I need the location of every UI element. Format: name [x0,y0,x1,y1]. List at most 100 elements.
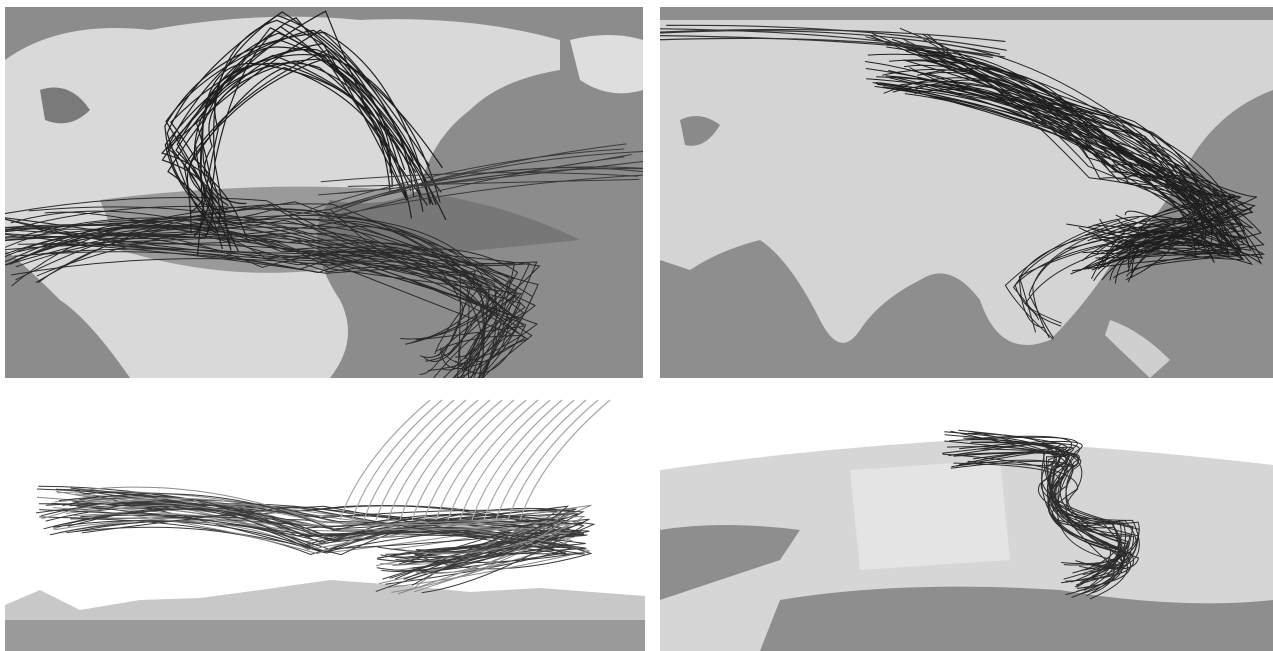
trajectory [447,399,539,521]
trajectory [876,76,1228,265]
trajectory [166,14,408,216]
trajectory [933,47,1211,247]
trajectory [164,31,431,213]
panel-map-asia [660,7,1273,378]
trajectory [660,35,1005,58]
trajectory [195,10,409,238]
trajectory [363,399,455,521]
trajectory [929,60,1239,258]
inland-sea [40,87,90,124]
trajectories [660,24,1266,340]
trajectory [5,233,483,355]
landmass [570,35,643,94]
trajectory [347,178,640,187]
trajectory [328,156,625,220]
trajectory [339,399,431,521]
trajectory [459,399,551,521]
trajectory [309,148,624,210]
trajectory [5,235,533,378]
trajectory [5,218,539,372]
trajectory [933,80,1204,273]
trajectory [76,501,570,553]
trajectory [970,441,1135,570]
trajectory [972,450,1111,588]
trajectory [660,30,1001,55]
trajectory [915,79,1243,280]
trajectory [164,54,424,220]
landmass [660,20,1273,345]
trajectory [897,88,1223,254]
trajectory [507,399,599,521]
water [660,525,800,600]
trajectory [387,399,479,521]
trajectory [80,486,555,575]
trajectory [165,39,391,252]
trajectory [320,172,638,183]
trajectory [11,219,516,378]
trajectory [41,245,465,358]
trajectory [5,224,470,362]
trajectory [875,81,1228,264]
trajectory [351,399,443,521]
trajectory [318,150,643,219]
trajectory [5,196,477,375]
panel-side-view [5,393,645,651]
trajectory [959,440,1129,569]
trajectory [483,399,575,521]
trajectory [10,201,539,378]
trajectory [958,451,1140,570]
trajectory [44,211,484,378]
trajectory [197,11,406,256]
trajectory [10,210,492,343]
trajectories [5,10,643,378]
trajectory [1032,221,1130,339]
trajectory [905,42,1244,269]
trajectory [53,507,566,591]
trajectory [41,497,580,555]
trajectory [471,399,563,521]
water [760,586,1273,651]
trajectory [1018,241,1119,329]
trajectory [942,443,1121,583]
ground [5,620,645,651]
trajectory [411,399,503,521]
trajectory [175,62,412,215]
trajectory [81,506,585,555]
trajectory [901,38,1262,259]
trajectory [13,251,511,363]
trajectory [660,29,1006,43]
trajectory [932,51,1219,239]
panel-terrain-view [660,393,1273,651]
trajectory [335,168,643,209]
trajectory [949,436,1120,596]
trajectory [167,48,443,231]
trajectory [83,492,587,572]
panel-map-global [5,7,643,378]
trajectory [519,399,611,521]
trajectory [423,399,515,521]
trajectories [35,399,611,595]
trajectory [35,228,513,378]
trajectory [882,69,1225,254]
trajectory [435,399,527,521]
trajectory [75,493,586,593]
trajectory [1014,238,1134,327]
inland-sea [680,116,720,146]
trajectory [5,232,515,363]
trajectory [660,37,994,56]
trajectory [1012,216,1140,321]
trajectory [326,174,643,218]
trajectory [67,503,546,565]
trajectory [203,60,393,207]
trajectory [979,446,1123,566]
trajectory [79,493,585,594]
island [1105,320,1170,378]
trajectory [38,503,590,592]
trajectory [160,27,437,241]
trajectory [5,217,517,378]
trajectory [399,399,491,521]
trajectory [917,71,1239,270]
trajectory [28,206,522,371]
trajectory [21,217,525,341]
